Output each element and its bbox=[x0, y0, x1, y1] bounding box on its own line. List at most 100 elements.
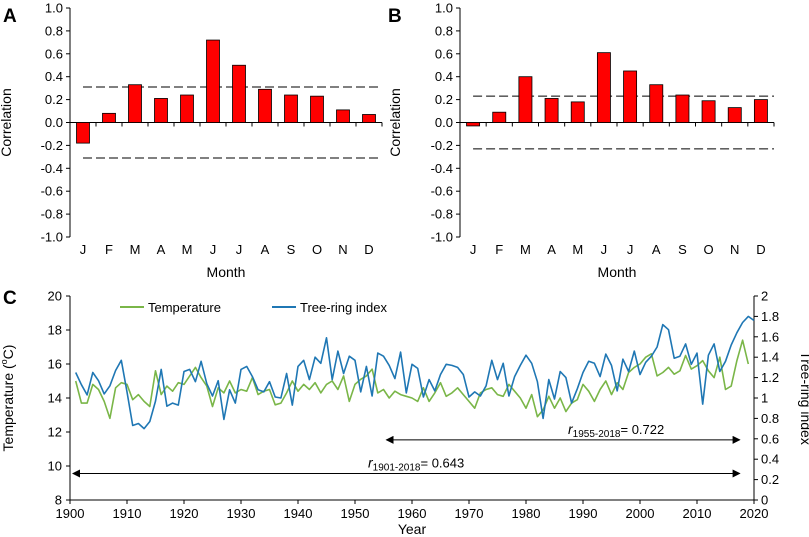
y-left-tick-label: 10 bbox=[48, 459, 62, 474]
y-right-tick-label: 1.8 bbox=[761, 309, 779, 324]
correlation-label: r1955-2018= 0.722 bbox=[568, 421, 664, 440]
y-tick-label: 0.8 bbox=[45, 23, 63, 38]
panel-c: C 20 18 16 14 12 10 8 2 1.8 1.6 1.4 1.2 1 0.8 0.6 0.4 0.2… bbox=[0, 288, 809, 537]
bar-J bbox=[232, 64, 246, 123]
y-left-tick-label: 8 bbox=[55, 493, 62, 508]
bar-D bbox=[753, 99, 768, 123]
y-tick-label: 0.4 bbox=[435, 69, 453, 84]
y-tick-label: 1.0 bbox=[435, 1, 453, 16]
bar-M bbox=[518, 76, 533, 123]
y-tick-label: -0.4 bbox=[431, 161, 453, 176]
y-tick-label: 0.6 bbox=[435, 46, 453, 61]
bar-N bbox=[336, 109, 350, 123]
bar-O bbox=[701, 100, 716, 123]
y-tick-label: 1.0 bbox=[45, 1, 63, 16]
bar-J bbox=[596, 52, 611, 123]
y-tick-label: -0.4 bbox=[41, 161, 63, 176]
r-value: = 0.643 bbox=[421, 455, 465, 470]
y-left-title-prefix: Temperature ( bbox=[0, 364, 16, 451]
x-tick-label: 1940 bbox=[284, 506, 313, 521]
y-left-tick-label: 14 bbox=[48, 391, 62, 406]
y-tick-label: -1.0 bbox=[41, 230, 63, 245]
x-tick-label: J bbox=[236, 242, 243, 257]
x-tick-label: 1970 bbox=[455, 506, 484, 521]
y-tick-label: -0.8 bbox=[41, 207, 63, 222]
x-tick-label: 1990 bbox=[569, 506, 598, 521]
legend-label: Tree-ring index bbox=[300, 300, 387, 315]
y-right-tick-label: 0.8 bbox=[761, 411, 779, 426]
bar-J bbox=[76, 122, 90, 144]
bar-A bbox=[258, 88, 272, 123]
y-tick-label: 0.0 bbox=[45, 115, 63, 130]
y-left-tick-label: 16 bbox=[48, 357, 62, 372]
bar-J bbox=[206, 39, 220, 123]
y-left-tick-label: 12 bbox=[48, 425, 62, 440]
bar-M bbox=[128, 84, 142, 123]
x-tick-label: 1950 bbox=[341, 506, 370, 521]
period-subscript: 1955-2018 bbox=[573, 429, 621, 440]
y-left-tick-label: 18 bbox=[48, 323, 62, 338]
x-tick-label: F bbox=[105, 242, 113, 257]
x-tick-label: F bbox=[495, 242, 503, 257]
x-tick-label: M bbox=[572, 242, 583, 257]
r-symbol: r bbox=[368, 454, 374, 470]
legend-label: Temperature bbox=[148, 300, 221, 315]
y-tick-label: 0.0 bbox=[435, 115, 453, 130]
y-tick-label: 0.6 bbox=[45, 46, 63, 61]
bar-J bbox=[623, 70, 638, 123]
bar-F bbox=[492, 111, 507, 123]
x-tick-label: J bbox=[80, 242, 87, 257]
bar-J bbox=[466, 122, 481, 127]
x-tick-label: 1960 bbox=[398, 506, 427, 521]
x-tick-label: J bbox=[601, 242, 608, 257]
panel-b: B 1.0 0.8 0.6 0.4 0.2 0.0 -0.2 -0.4 -0.6 -0.8 -1.0 C… bbox=[387, 1, 775, 280]
panel-label: B bbox=[388, 6, 402, 27]
y-tick-label: -1.0 bbox=[431, 230, 453, 245]
panel-label: A bbox=[3, 6, 17, 27]
x-tick-label: O bbox=[704, 242, 714, 257]
y-tick-label: -0.2 bbox=[431, 138, 453, 153]
x-tick-label: A bbox=[547, 242, 556, 257]
y-axis-title: Correlation bbox=[387, 88, 403, 156]
y-right-tick-label: 1 bbox=[761, 391, 768, 406]
x-tick-label: 1900 bbox=[56, 506, 85, 521]
y-right-tick-label: 0.2 bbox=[761, 472, 779, 487]
panel-a: A 1.0 0.8 0.6 0.4 0.2 0.0 -0.2 -0.4 -0.6 -0.8 -1.0 C… bbox=[0, 1, 383, 280]
y-tick-label: -0.2 bbox=[41, 138, 63, 153]
bar-S bbox=[284, 94, 298, 123]
y-tick-label: -0.6 bbox=[431, 184, 453, 199]
x-tick-label: A bbox=[652, 242, 661, 257]
x-tick-label: N bbox=[730, 242, 739, 257]
panel-label: C bbox=[3, 288, 17, 309]
y-right-tick-label: 0.6 bbox=[761, 431, 779, 446]
x-tick-label: M bbox=[130, 242, 141, 257]
bar-A bbox=[544, 98, 559, 123]
x-tick-label: 2010 bbox=[683, 506, 712, 521]
correlation-label: r1901-2018= 0.643 bbox=[368, 454, 464, 473]
series-line-tree-ring-index bbox=[74, 315, 755, 430]
bar-A bbox=[649, 84, 664, 123]
bar-A bbox=[154, 98, 168, 123]
y-right-tick-label: 1.2 bbox=[761, 370, 779, 385]
y-left-title-suffix: C) bbox=[0, 345, 16, 360]
bar-N bbox=[727, 107, 742, 123]
y-tick-label: -0.8 bbox=[431, 207, 453, 222]
y-tick-label: 0.2 bbox=[435, 92, 453, 107]
y-axis-title: Correlation bbox=[0, 88, 14, 156]
x-tick-label: D bbox=[756, 242, 765, 257]
y-right-tick-label: 0.4 bbox=[761, 452, 779, 467]
x-tick-label: J bbox=[210, 242, 217, 257]
y-tick-label: 0.4 bbox=[45, 69, 63, 84]
x-tick-label: 2000 bbox=[626, 506, 655, 521]
y-tick-label: -0.6 bbox=[41, 184, 63, 199]
x-tick-label: 1910 bbox=[113, 506, 142, 521]
x-axis-title: Month bbox=[207, 264, 246, 280]
y-right-tick-label: 1.6 bbox=[761, 329, 779, 344]
bar-O bbox=[310, 95, 324, 123]
x-tick-label: 1920 bbox=[170, 506, 199, 521]
x-tick-label: M bbox=[182, 242, 193, 257]
y-right-tick-label: 2 bbox=[761, 289, 768, 304]
x-tick-label: S bbox=[678, 242, 687, 257]
r-symbol: r bbox=[568, 421, 574, 437]
